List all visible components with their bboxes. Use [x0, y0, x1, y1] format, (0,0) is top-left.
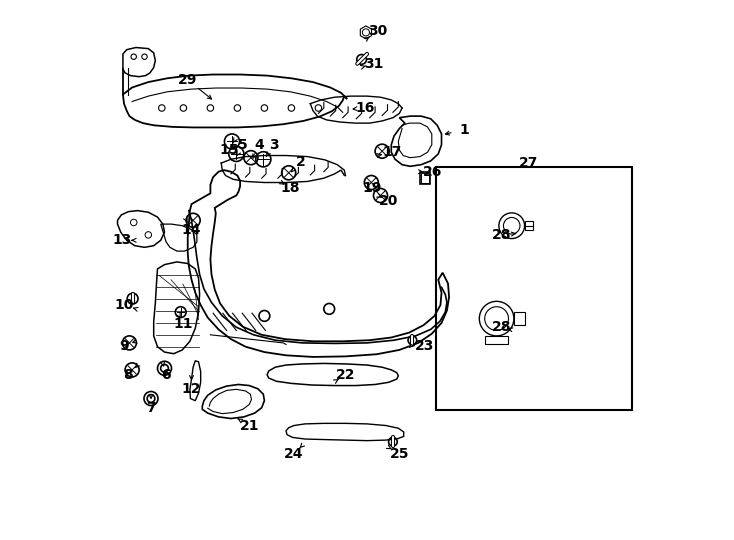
Bar — [436, 167, 631, 410]
Text: 14: 14 — [182, 222, 201, 237]
Text: 21: 21 — [240, 418, 260, 433]
Text: 25: 25 — [390, 447, 409, 461]
Text: 1: 1 — [459, 123, 469, 137]
Text: 31: 31 — [364, 57, 383, 71]
Bar — [420, 172, 429, 184]
Text: 11: 11 — [174, 317, 193, 331]
Text: 12: 12 — [182, 382, 201, 396]
Text: 28: 28 — [493, 228, 512, 242]
Text: 30: 30 — [368, 24, 388, 38]
Bar — [484, 336, 509, 344]
Bar — [514, 312, 525, 325]
Text: 13: 13 — [112, 233, 131, 247]
Bar — [525, 221, 533, 230]
Text: 23: 23 — [415, 339, 435, 353]
Text: 8: 8 — [123, 368, 133, 382]
Text: 9: 9 — [119, 339, 128, 353]
Text: 15: 15 — [219, 143, 239, 157]
Text: 24: 24 — [284, 447, 304, 461]
Text: 27: 27 — [520, 156, 539, 170]
Text: 4: 4 — [254, 138, 264, 152]
Text: 19: 19 — [363, 181, 382, 195]
Text: 3: 3 — [269, 138, 278, 152]
Text: 22: 22 — [335, 368, 355, 382]
Text: 2: 2 — [297, 155, 306, 169]
Text: 18: 18 — [280, 181, 300, 195]
Text: 26: 26 — [424, 165, 443, 179]
Text: 16: 16 — [356, 101, 375, 115]
Text: 29: 29 — [178, 73, 197, 87]
Text: 5: 5 — [238, 138, 247, 152]
Text: 20: 20 — [379, 194, 399, 208]
Text: 7: 7 — [146, 401, 156, 415]
Text: 17: 17 — [382, 145, 401, 159]
Bar — [421, 173, 429, 183]
Text: 6: 6 — [161, 368, 171, 382]
Text: 28: 28 — [493, 320, 512, 334]
Text: 10: 10 — [115, 298, 134, 312]
